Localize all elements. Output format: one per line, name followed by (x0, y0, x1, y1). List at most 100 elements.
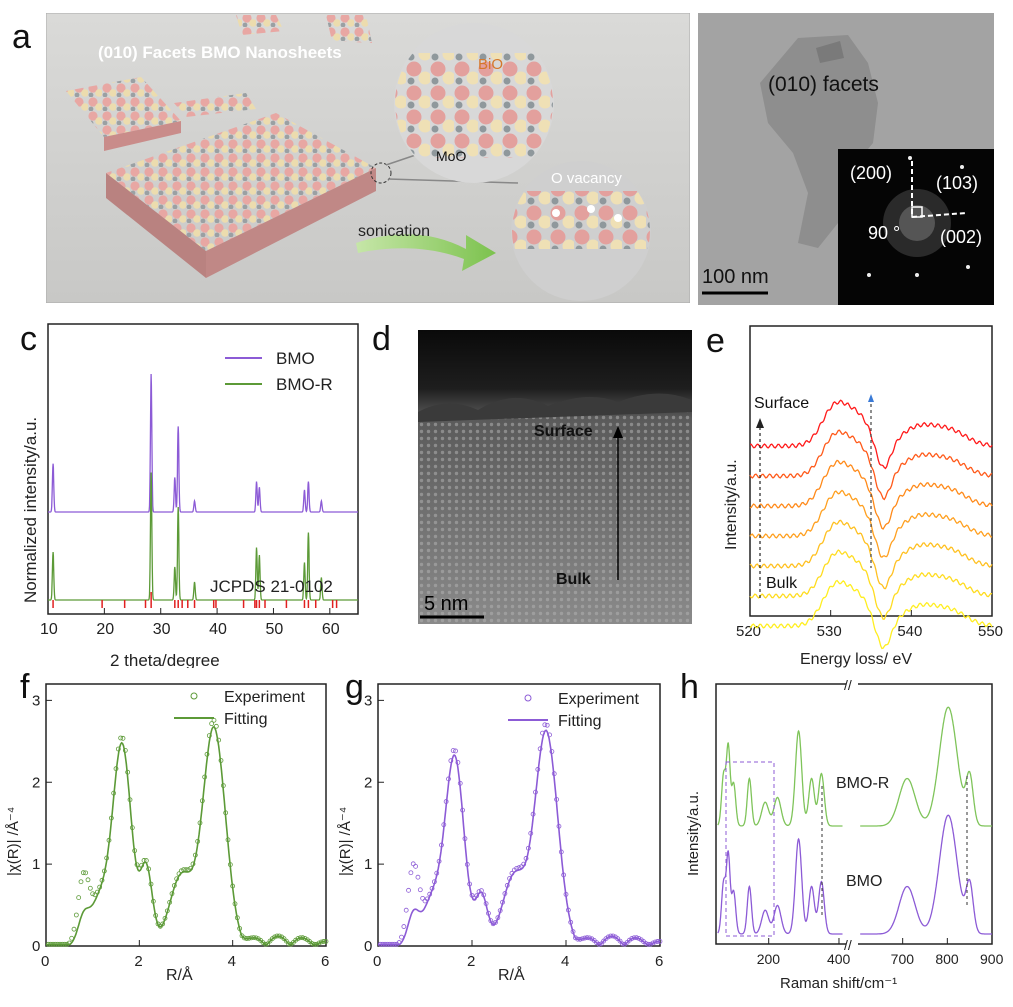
exafs-experiment-point (518, 864, 524, 870)
raman-series-bmo-r-high (860, 706, 992, 827)
xrd-xtick-label: 20 (96, 621, 114, 638)
exafs-experiment-point (45, 941, 51, 947)
exafs-experiment-point (587, 935, 592, 941)
exafs-experiment-point (62, 941, 68, 947)
exafs-experiment-point (415, 874, 421, 880)
exafs-experiment-point (174, 876, 180, 882)
exafs-experiment-point (514, 865, 520, 871)
exafs-experiment-point (309, 941, 315, 946)
jcpds-label: JCPDS 21-0102 (210, 577, 333, 596)
eels-spectrum (749, 489, 993, 558)
exafs-experiment-point (171, 883, 177, 888)
panel-label-f: f (20, 668, 30, 706)
raman-xlabel: Raman shift/cm⁻¹ (780, 975, 897, 992)
exafs-experiment-point (525, 845, 531, 851)
exafs-experiment-point (580, 936, 585, 942)
exafs-experiment-point (488, 918, 494, 924)
exafs-experiment-point (76, 895, 82, 901)
exafs-ytick-label: 0 (32, 938, 40, 955)
exafs-experiment-point (460, 807, 466, 813)
exafs-experiment-point (575, 936, 581, 942)
xrd-chart: 10 20 30 40 50 60 BMO BMO-R JCPDS 21-0102 2 t… (21, 323, 359, 670)
small-nanosheet-top2 (326, 15, 372, 43)
exafs-experiment-point (636, 935, 642, 941)
exafs-ytick-label: 1 (364, 856, 372, 873)
legend-marker-exp-g (524, 694, 532, 702)
exafs-experiment-point (558, 849, 564, 855)
exafs-g-ylabel: |χ(R)| /Å⁻⁴ (337, 807, 354, 876)
exafs-experiment-point (533, 789, 538, 795)
exafs-experiment-point (64, 941, 70, 947)
exafs-experiment-point (232, 901, 238, 907)
exafs-experiment-point (87, 885, 93, 891)
panel-d-stem: Surface Bulk 5 nm (418, 330, 692, 624)
nanosheet-illustration: (010) Facets BMO Nanosheets BiO MoO O va… (45, 12, 691, 304)
exafs-experiment-point (478, 888, 484, 894)
exafs-experiment-point (385, 941, 390, 947)
exafs-experiment-point (417, 887, 423, 893)
xrd-xtick-label: 10 (40, 621, 58, 638)
exafs-experiment-point (125, 769, 131, 775)
exafs-xtick-label: 4 (561, 953, 569, 970)
exafs-fitting-line (46, 725, 326, 946)
exafs-experiment-point (535, 767, 541, 772)
scale-label-b: 100 nm (702, 266, 769, 288)
zoom-circle-bio (394, 23, 554, 183)
exafs-experiment-point (185, 867, 191, 873)
exafs-experiment-point (420, 895, 426, 901)
exafs-xtick-label: 6 (655, 953, 663, 970)
exafs-experiment-point (316, 940, 322, 946)
bio-label: BiO (478, 56, 503, 73)
exafs-experiment-point (106, 837, 112, 843)
exafs-experiment-point (178, 868, 184, 874)
exafs-experiment-point (436, 858, 442, 864)
eels-axes-frame (749, 325, 993, 617)
exafs-experiment-point (272, 934, 278, 940)
exafs-experiment-point (69, 935, 75, 941)
exafs-experiment-point (52, 941, 58, 947)
exafs-experiment-point (162, 915, 168, 921)
exafs-experiment-point (209, 721, 215, 727)
exafs-experiment-point (66, 940, 72, 946)
exafs-experiment-point (439, 842, 444, 848)
exafs-experiment-point (540, 730, 545, 736)
exafs-experiment-point (244, 936, 250, 941)
small-nanosheet-left (66, 77, 181, 151)
exafs-experiment-point (321, 939, 327, 944)
exafs-experiment-point (108, 815, 114, 821)
exafs-experiment-point (476, 889, 482, 895)
surface-label-d: Surface (534, 423, 593, 440)
raman-xtick-label: 400 (827, 951, 851, 967)
legend-marker-exp-f (190, 692, 198, 700)
panel-label-e: e (706, 322, 725, 360)
legend-fit-f: Fitting (224, 711, 268, 728)
exafs-ytick-label: 2 (364, 774, 372, 791)
exafs-experiment-point (399, 934, 404, 940)
panel-c-xrd: 10 20 30 40 50 60 BMO BMO-R JCPDS 21-0102 2 t… (0, 318, 370, 670)
exafs-experiment-point (164, 908, 170, 914)
exafs-experiment-point (467, 881, 473, 887)
exafs-experiment-point (160, 921, 166, 927)
scale-label-d: 5 nm (424, 593, 468, 615)
raman-xtick-label: 800 (935, 951, 959, 967)
exafs-xtick-label: 0 (373, 953, 381, 970)
exafs-experiment-point (94, 889, 100, 895)
exafs-experiment-point (443, 799, 449, 804)
exafs-experiment-point (101, 868, 107, 874)
exafs-experiment-point (377, 941, 383, 947)
exafs-experiment-point (523, 856, 529, 861)
exafs-experiment-point (318, 939, 324, 945)
xrd-xtick-label: 30 (153, 621, 171, 638)
eels-xtick-label: 540 (897, 623, 922, 640)
eels-chart: 520 530 540 550 Surface Bulk Energy loss/ e… (723, 325, 1003, 668)
exafs-experiment-point (213, 723, 219, 729)
xrd-xtick-label: 60 (322, 621, 340, 638)
exafs-experiment-point (596, 941, 602, 947)
exafs-experiment-point (542, 722, 548, 728)
exafs-experiment-point (605, 934, 611, 940)
panel-label-a: a (12, 18, 31, 56)
panel-a-title: (010) Facets BMO Nanosheets (98, 43, 342, 62)
raman-highlight-box (725, 761, 775, 937)
zoom-circle-ovacancy (511, 161, 651, 301)
xrd-series-bmo (48, 373, 358, 513)
